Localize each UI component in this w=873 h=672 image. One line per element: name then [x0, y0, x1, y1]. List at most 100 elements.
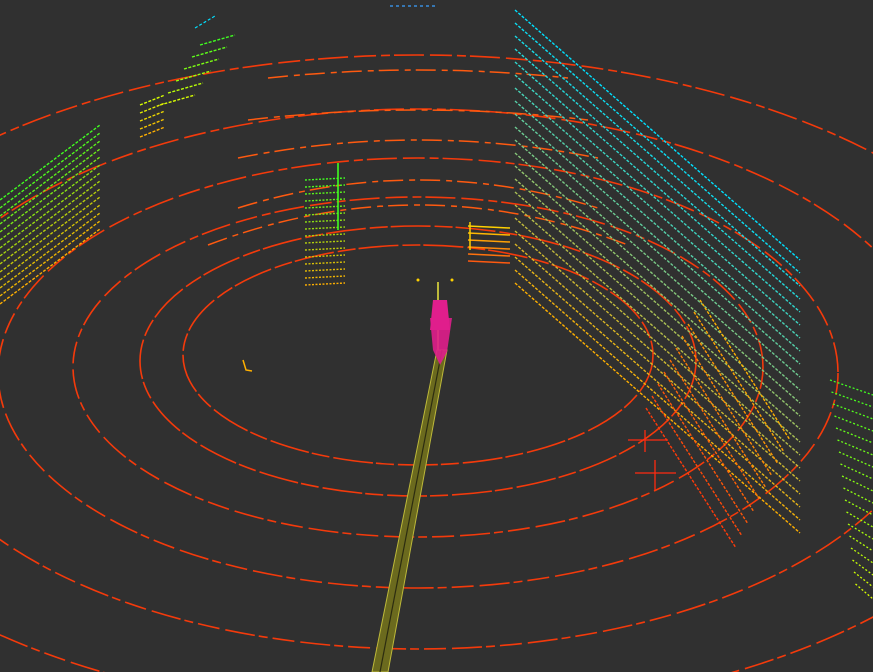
right-edge-scan-line [852, 559, 873, 576]
path-centerline [379, 349, 443, 672]
left-wall-scan-line [0, 140, 101, 217]
left-wall-scan-line [0, 156, 101, 233]
object-scan-line [304, 226, 346, 230]
right-wall-scan-line [514, 22, 801, 274]
object-scan-line [304, 282, 346, 286]
left-wall-scan-line [0, 124, 101, 201]
object-scan-line [304, 191, 346, 195]
cross-mark [635, 460, 676, 490]
right-wall-scan-line [514, 100, 801, 352]
left-upper-scan-line [199, 34, 236, 46]
right-edge-scan-line [855, 583, 873, 600]
right-wall-lower-line [675, 347, 767, 489]
right-wall-lower-line [693, 311, 785, 453]
right-wall-scan-line [514, 282, 801, 534]
scan-ring [72, 196, 764, 538]
right-wall-scan-line [514, 9, 801, 261]
object-scan-line [304, 219, 346, 223]
left-wall-scan-line [0, 212, 101, 289]
scan-ring [0, 54, 873, 672]
object-scan-line [467, 232, 511, 236]
right-wall-scan-line [514, 87, 801, 339]
pose-arrow-body [430, 318, 452, 365]
right-edge-scan-line [834, 415, 873, 432]
distant-scan-arc [237, 139, 599, 159]
right-wall-scan-line [514, 152, 801, 404]
object-scan-line [304, 268, 346, 272]
left-wall-scan-line [0, 172, 101, 249]
right-wall-scan-line [514, 269, 801, 521]
distant-scan-line [194, 15, 216, 29]
object-scan-line [467, 239, 511, 243]
right-edge-scan-line [832, 403, 873, 420]
right-wall-lower-line [687, 323, 779, 465]
object-scan-line [304, 261, 346, 265]
right-edge-scan-line [829, 379, 873, 396]
left-wall-scan-line [0, 164, 101, 241]
right-edge-scan-line [831, 391, 873, 408]
left-wall-scan-line [0, 228, 101, 305]
right-wall-lower-line [645, 407, 737, 549]
object-scan-line [467, 225, 511, 229]
right-wall-scan-line [514, 113, 801, 365]
left-upper-scan-line [167, 82, 204, 94]
object-scan-line [304, 233, 346, 237]
right-wall-lower-line [699, 299, 791, 441]
left-upper-scan-line [175, 70, 212, 82]
object-scan-line [467, 246, 511, 250]
right-wall-scan-line [514, 61, 801, 313]
object-scan-line [304, 177, 346, 181]
object-scan-line [304, 254, 346, 258]
wall-point-columns [0, 5, 873, 600]
right-wall-scan-line [514, 217, 801, 469]
right-wall-scan-line [514, 230, 801, 482]
right-edge-scan-line [846, 511, 873, 528]
right-edge-scan-line [841, 475, 873, 492]
right-wall-scan-line [514, 165, 801, 417]
distant-scan-arc [247, 109, 589, 121]
object-scan-line [467, 260, 511, 264]
object-scan-line [467, 253, 511, 257]
cross-mark [628, 430, 668, 452]
object-scan-line [304, 247, 346, 251]
right-wall-scan-line [514, 243, 801, 495]
right-wall-scan-line [514, 204, 801, 456]
distant-scan-arc [267, 69, 569, 79]
right-edge-scan-line [847, 523, 873, 540]
left-wall-scan-line [0, 188, 101, 265]
left-mid-scan-line [139, 102, 166, 114]
right-edge-scan-line [843, 487, 873, 504]
left-mid-scan-line [139, 110, 166, 122]
left-wall-scan-line [0, 180, 101, 257]
right-edge-scan-line [849, 535, 873, 552]
left-mid-scan-line [139, 94, 166, 106]
left-wall-scan-line [0, 204, 101, 281]
scan-ring [0, 157, 839, 589]
left-wall-scan-line [0, 132, 101, 209]
right-wall-lower-line [663, 371, 755, 513]
left-upper-scan-line [159, 94, 196, 106]
right-wall-scan-line [514, 35, 801, 287]
distant-scan-arc [207, 204, 629, 246]
pose-point [450, 278, 454, 282]
right-edge-scan-line [837, 439, 873, 456]
pose-arrow-icon[interactable] [416, 278, 454, 366]
right-edge-scan-line [835, 427, 873, 444]
right-wall-scan-line [514, 139, 801, 391]
scan-ring [0, 108, 873, 650]
pose-point [416, 278, 420, 282]
right-edge-scan-line [850, 547, 873, 564]
right-edge-scan-line [844, 499, 873, 516]
right-wall-lower-line [681, 335, 773, 477]
right-wall-scan-line [514, 256, 801, 508]
right-wall-scan-line [514, 126, 801, 378]
stray-point-mark [242, 359, 253, 372]
path-band [371, 349, 448, 672]
distant-scan-arc [237, 179, 599, 209]
scan-objects [242, 163, 676, 490]
right-wall-scan-line [514, 74, 801, 326]
right-edge-scan-line [840, 463, 873, 480]
right-edge-scan-line [838, 451, 873, 468]
